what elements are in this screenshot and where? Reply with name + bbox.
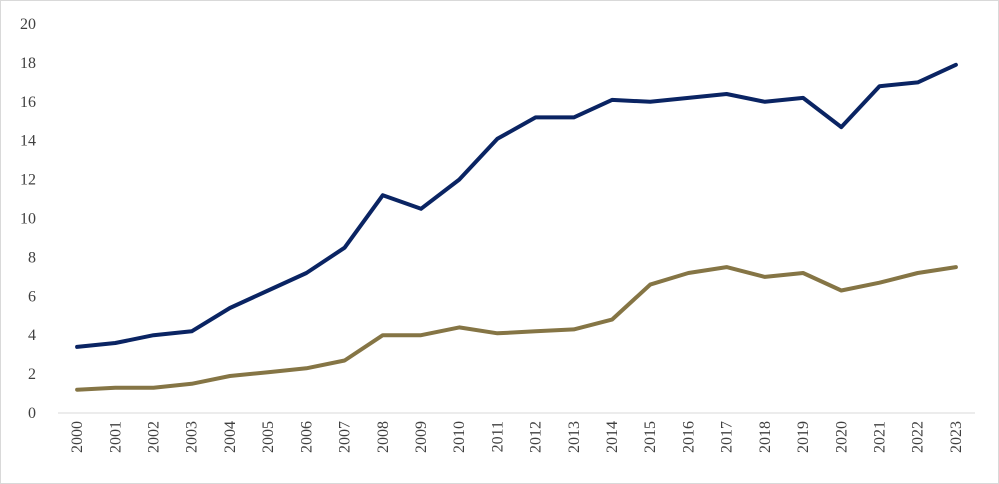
x-tick-label: 2007	[337, 421, 354, 453]
y-tick-label: 20	[20, 16, 36, 33]
y-tick-label: 2	[28, 366, 36, 383]
y-tick-label: 0	[28, 405, 36, 422]
y-tick-label: 10	[20, 211, 36, 228]
x-tick-label: 2018	[757, 421, 774, 453]
x-tick-label: 2019	[795, 421, 812, 453]
x-tick-label: 2003	[184, 421, 201, 453]
x-axis-ticks: 2000 2001 2002 2003 2004 2005 2006 2007 2008 2009…	[69, 421, 965, 453]
x-tick-label: 2002	[146, 421, 163, 453]
x-tick-label: 2001	[107, 421, 124, 453]
y-tick-label: 4	[28, 327, 36, 344]
x-tick-label: 2023	[948, 421, 965, 453]
y-tick-label: 18	[20, 55, 36, 72]
x-tick-label: 2010	[451, 421, 468, 453]
x-tick-label: 2006	[298, 421, 315, 453]
x-tick-label: 2020	[833, 421, 850, 453]
x-tick-label: 2000	[69, 421, 86, 453]
x-tick-label: 2013	[566, 421, 583, 453]
y-tick-label: 12	[20, 172, 36, 189]
series-layer	[75, 62, 958, 392]
x-tick-label: 2021	[871, 421, 888, 453]
y-tick-label: 6	[28, 288, 36, 305]
x-tick-label: 2017	[719, 421, 736, 453]
x-tick-label: 2009	[413, 421, 430, 453]
x-tick-label: 2015	[642, 421, 659, 453]
y-axis-ticks: 0 2 4 6 8 10 12 14 16 18 20	[20, 16, 36, 422]
series-line-2	[75, 265, 958, 392]
y-tick-label: 14	[20, 133, 36, 150]
y-tick-label: 16	[20, 94, 36, 111]
x-tick-label: 2012	[528, 421, 545, 453]
x-tick-label: 2022	[910, 421, 927, 453]
x-tick-label: 2004	[222, 421, 239, 453]
x-tick-label: 2005	[260, 421, 277, 453]
x-tick-label: 2011	[489, 421, 506, 452]
x-tick-label: 2008	[375, 421, 392, 453]
x-tick-label: 2016	[680, 421, 697, 453]
y-tick-label: 8	[28, 249, 36, 266]
series-line-1	[75, 62, 958, 349]
x-tick-label: 2014	[604, 421, 621, 453]
